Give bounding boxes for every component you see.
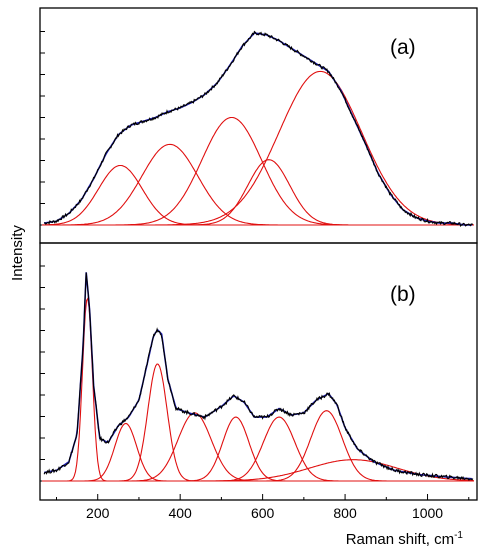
fit-envelope <box>43 32 473 226</box>
panel-a: (a) <box>39 7 478 244</box>
measured-spectrum <box>43 272 474 481</box>
fit-component <box>42 363 474 482</box>
panel-a-measured <box>43 30 474 227</box>
panel-a-label: (a) <box>390 36 416 59</box>
panel-a-y-ticks <box>40 31 45 226</box>
panel-b-y-ticks <box>40 265 45 482</box>
x-axis-label-superscript: -1 <box>454 530 463 541</box>
x-axis-label-text: Raman shift, cm <box>346 531 454 548</box>
x-tick-label: 800 <box>333 505 357 521</box>
panel-b-frame <box>39 242 478 501</box>
x-tick-label: 200 <box>86 505 110 521</box>
x-tick-label: 600 <box>251 505 275 521</box>
fit-component <box>42 159 474 226</box>
panel-b-label: (b) <box>390 283 416 306</box>
measured-spectrum <box>43 30 474 227</box>
fit-component <box>42 296 474 482</box>
y-axis-label: Intensity <box>9 225 26 281</box>
panel-b-measured <box>43 272 474 481</box>
x-tick-label: 1000 <box>412 505 443 521</box>
x-tick-label: 400 <box>168 505 192 521</box>
panel-b-x-ticks: 200 400 600 800 1000 <box>55 494 470 521</box>
fit-component <box>42 459 474 482</box>
panel-b-components <box>42 296 474 482</box>
panel-a-components <box>42 70 474 226</box>
fit-component <box>42 70 474 226</box>
fit-component <box>42 410 474 482</box>
fit-component <box>42 412 474 482</box>
panel-a-fit <box>43 32 473 226</box>
fit-component <box>42 164 474 226</box>
fit-component <box>42 116 474 226</box>
x-axis-label: Raman shift, cm-1 <box>346 530 464 548</box>
panel-b: 200 400 600 800 1000 (b) <box>39 242 478 521</box>
